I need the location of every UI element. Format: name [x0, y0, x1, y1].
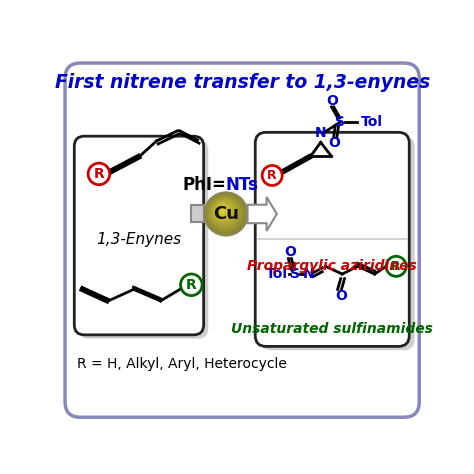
- Circle shape: [219, 208, 225, 213]
- Circle shape: [207, 194, 244, 232]
- FancyBboxPatch shape: [261, 136, 415, 350]
- Text: R: R: [186, 278, 197, 292]
- Text: R = H, Alkyl, Aryl, Heterocycle: R = H, Alkyl, Aryl, Heterocycle: [77, 357, 287, 371]
- FancyBboxPatch shape: [65, 63, 419, 417]
- Text: First nitrene transfer to 1,3-enynes: First nitrene transfer to 1,3-enynes: [55, 73, 430, 92]
- Text: S: S: [335, 115, 345, 129]
- Circle shape: [386, 256, 406, 276]
- Circle shape: [181, 274, 202, 296]
- Text: S: S: [290, 267, 300, 281]
- FancyBboxPatch shape: [74, 136, 204, 335]
- FancyBboxPatch shape: [79, 140, 208, 339]
- Text: R: R: [267, 169, 277, 182]
- Text: Propargylic aziridines: Propargylic aziridines: [247, 258, 417, 273]
- Text: R: R: [93, 167, 104, 181]
- Circle shape: [211, 199, 238, 226]
- Text: N: N: [302, 267, 314, 281]
- Circle shape: [209, 197, 241, 229]
- Text: N: N: [315, 126, 327, 140]
- Text: R: R: [392, 260, 401, 273]
- Circle shape: [215, 203, 231, 219]
- Text: O: O: [336, 289, 347, 302]
- Text: Tol: Tol: [361, 115, 383, 129]
- Polygon shape: [247, 197, 277, 231]
- Circle shape: [204, 192, 247, 236]
- Text: Tol: Tol: [266, 267, 288, 281]
- Text: 1,3-Enynes: 1,3-Enynes: [96, 232, 182, 247]
- FancyBboxPatch shape: [255, 132, 409, 346]
- Text: Unsaturated sulfinamides: Unsaturated sulfinamides: [231, 322, 433, 337]
- Bar: [191, 206, 204, 222]
- Text: NTs: NTs: [226, 176, 259, 194]
- Text: O: O: [285, 245, 297, 259]
- Text: O: O: [328, 136, 340, 150]
- Circle shape: [218, 205, 228, 216]
- Text: PhI=: PhI=: [182, 176, 226, 194]
- Circle shape: [262, 165, 282, 185]
- Circle shape: [88, 163, 109, 185]
- Text: Cu: Cu: [213, 205, 239, 223]
- Text: O: O: [326, 94, 338, 108]
- Circle shape: [213, 201, 235, 223]
